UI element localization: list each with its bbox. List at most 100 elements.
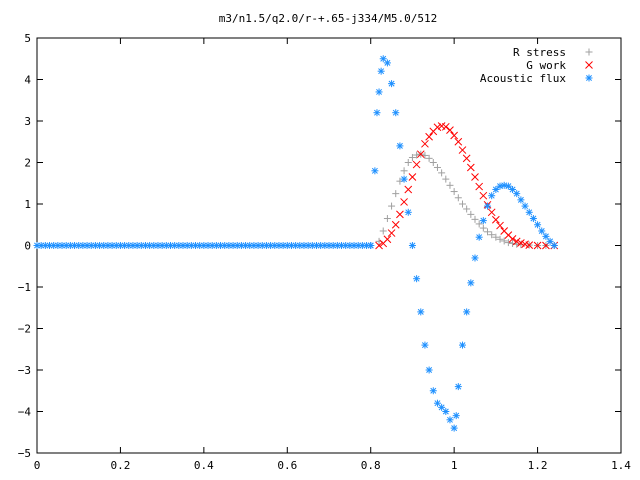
- r-stress-point: [504, 239, 512, 247]
- g-work-point: [466, 163, 475, 172]
- acoustic-flux-point: [513, 190, 521, 198]
- g-work-point: [475, 182, 484, 191]
- acoustic-flux-point: [429, 387, 437, 395]
- g-work-point: [375, 241, 383, 250]
- x-tick-label: 0.2: [110, 459, 130, 472]
- data-points: [33, 55, 559, 432]
- g-work-point: [487, 208, 496, 217]
- r-stress-point: [425, 154, 433, 162]
- x-tick-label: 0.4: [194, 459, 214, 472]
- axis-ticks: 0 0.2 0.4 0.6 0.8 1 1.2 1.4 5 4 3 2 1 0 −1 −2 −3 −4 −5: [18, 32, 632, 472]
- acoustic-flux-point: [454, 383, 462, 391]
- r-stress-point: [471, 215, 479, 223]
- acoustic-flux-point: [383, 59, 391, 67]
- g-work-point: [496, 221, 504, 230]
- acoustic-flux-point: [404, 208, 412, 216]
- g-work-point: [454, 137, 463, 146]
- acoustic-flux-point: [408, 242, 416, 249]
- y-tick-label: −4: [18, 406, 32, 419]
- acoustic-flux-point: [529, 215, 537, 223]
- r-stress-point: [442, 175, 450, 183]
- g-work-point: [450, 131, 458, 140]
- acoustic-flux-point: [425, 366, 433, 374]
- acoustic-flux-point: [375, 88, 383, 96]
- acoustic-flux-point: [534, 221, 542, 229]
- acoustic-flux-point: [421, 341, 429, 349]
- r-stress-point: [400, 167, 408, 175]
- chart-title: m3/n1.5/q2.0/r-+.65-j334/M5.0/512: [219, 12, 438, 25]
- acoustic-flux-point: [371, 167, 379, 175]
- r-stress-point: [475, 220, 483, 228]
- y-tick-label: 2: [24, 157, 31, 170]
- y-tick-label: 5: [24, 32, 31, 45]
- g-work-point: [471, 173, 479, 181]
- acoustic-flux-point: [467, 279, 475, 287]
- r-stress-point: [438, 169, 446, 177]
- legend-label: R stress: [513, 46, 566, 59]
- y-tick-label: −3: [18, 364, 31, 377]
- g-work-point: [425, 132, 433, 141]
- legend-marker: [585, 48, 593, 56]
- x-tick-label: 1.2: [528, 459, 548, 472]
- r-stress-point: [454, 194, 462, 202]
- legend-label: G work: [526, 59, 566, 72]
- g-work-point: [517, 239, 525, 247]
- acoustic-flux-point: [542, 232, 550, 240]
- acoustic-flux-point: [446, 416, 454, 424]
- acoustic-flux-point: [388, 80, 396, 88]
- r-stress-point: [392, 190, 400, 198]
- g-work-point: [421, 139, 429, 148]
- acoustic-flux-point: [504, 182, 512, 190]
- acoustic-flux-point: [400, 175, 408, 183]
- acoustic-flux-point: [452, 412, 460, 420]
- acoustic-flux-point: [458, 341, 466, 349]
- r-stress-point: [479, 224, 487, 232]
- acoustic-flux-point: [392, 109, 400, 117]
- y-tick-label: 1: [24, 198, 31, 211]
- r-stress-point: [484, 228, 492, 236]
- acoustic-flux-point: [396, 142, 404, 150]
- x-tick-label: 0.6: [277, 459, 297, 472]
- x-tick-label: 0.8: [361, 459, 381, 472]
- r-stress-point: [404, 159, 412, 166]
- g-work-point: [383, 235, 392, 244]
- acoustic-flux-point: [479, 217, 487, 225]
- g-work-point: [533, 241, 542, 250]
- r-stress-point: [408, 154, 416, 162]
- r-stress-point: [413, 151, 421, 159]
- acoustic-flux-point: [367, 242, 375, 249]
- g-work-point: [492, 215, 500, 224]
- g-work-point: [412, 160, 421, 169]
- acoustic-flux-point: [417, 308, 425, 316]
- acoustic-flux-point: [442, 408, 450, 415]
- acoustic-flux-point: [475, 233, 483, 241]
- g-work-point: [400, 198, 408, 206]
- g-work-point: [441, 122, 450, 131]
- acoustic-flux-point: [484, 202, 492, 210]
- y-tick-label: 3: [24, 115, 31, 128]
- acoustic-flux-point: [413, 275, 421, 283]
- r-stress-point: [463, 205, 471, 213]
- acoustic-flux-point: [538, 227, 546, 235]
- g-work-point: [396, 210, 404, 219]
- g-work-point: [433, 123, 442, 132]
- acoustic-flux-point: [492, 185, 500, 193]
- g-work-point: [408, 173, 417, 181]
- y-tick-label: −1: [18, 281, 31, 294]
- legend-label: Acoustic flux: [480, 72, 566, 85]
- g-work-point: [446, 126, 454, 134]
- legend-marker: [585, 61, 593, 69]
- g-work-point: [512, 237, 521, 246]
- r-stress-point: [467, 210, 475, 218]
- r-stress-point: [388, 202, 396, 210]
- g-work-point: [404, 185, 413, 194]
- r-stress-point: [496, 235, 504, 243]
- acoustic-flux-point: [373, 109, 381, 117]
- x-tick-label: 1: [451, 459, 458, 472]
- r-stress-point: [492, 233, 500, 241]
- g-work-point: [525, 241, 534, 249]
- r-stress-point: [458, 200, 466, 208]
- g-work-point: [458, 146, 467, 154]
- g-work-point: [391, 220, 400, 229]
